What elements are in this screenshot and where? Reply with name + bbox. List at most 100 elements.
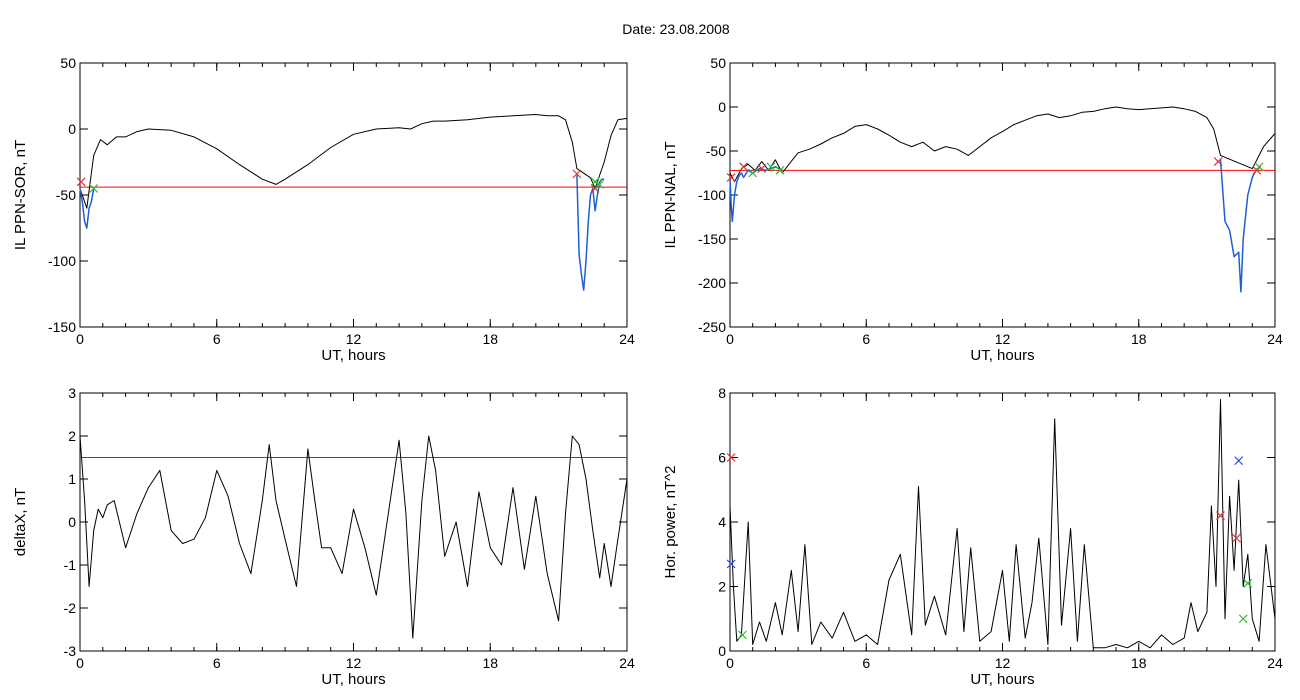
x-marker [726,172,736,182]
x-marker [572,169,582,179]
x-axis-label: UT, hours [321,347,385,364]
x-tick-label: 0 [726,655,734,671]
x-marker [1213,157,1223,166]
y-tick-label: 3 [68,385,76,401]
event-segment-line [576,175,605,291]
x-axis-label: UT, hours [970,347,1034,364]
y-tick-label: 2 [68,428,76,444]
x-marker-stroke [595,180,605,189]
x-tick-label: 24 [619,331,635,347]
x-tick-label: 24 [1267,331,1283,347]
x-marker-stroke [726,172,736,182]
y-tick-label: 6 [718,450,726,466]
y-tick-label: 0 [718,99,726,115]
event-segment-line [79,188,95,229]
x-marker [766,162,776,172]
x-marker-stroke [1231,533,1241,543]
panel-top-right: UT, hours IL PPN-NAL, nT 0 6 12 18 24 -250 -20… [662,55,1283,364]
x-marker-stroke [775,165,785,175]
y-tick-label: 4 [718,514,726,530]
y-axis-label: IL PPN-NAL, nT [662,142,679,249]
x-tick-label: 18 [482,331,498,347]
figure-title: Date: 23.08.2008 [622,21,730,37]
x-tick-label: 6 [213,331,221,347]
y-tick-label: 1 [68,471,76,487]
x-marker-stroke [89,183,99,193]
x-marker-stroke [757,164,767,174]
x-marker-stroke [739,162,749,172]
x-marker [1216,511,1225,520]
x-marker-stroke [738,630,747,640]
x-marker-stroke [1216,511,1225,520]
x-tick-label: 0 [76,655,84,671]
x-tick-label: 24 [1267,655,1283,671]
x-tick-label: 18 [482,655,498,671]
y-tick-label: -50 [56,187,76,203]
x-marker [1234,456,1244,466]
x-marker-stroke [726,559,736,569]
x-tick-label: 0 [726,331,734,347]
event-segment-line [1219,159,1258,293]
x-marker [738,630,747,640]
x-marker [1238,614,1248,624]
y-tick-label: -100 [48,253,76,269]
y-tick-label: -1 [64,557,77,573]
x-marker-stroke [748,168,758,178]
y-tick-label: -50 [706,143,726,159]
x-marker [1243,578,1253,588]
y-tick-label: 50 [710,55,726,71]
x-marker [726,453,736,462]
x-marker [726,559,736,569]
x-tick-label: 0 [76,331,84,347]
x-tick-label: 24 [619,655,635,671]
signal-line [79,435,628,639]
x-tick-label: 6 [862,331,870,347]
x-tick-label: 18 [1131,331,1147,347]
y-tick-label: -150 [48,319,76,335]
y-tick-label: 2 [718,579,726,595]
x-marker [89,183,99,193]
x-tick-label: 18 [1131,655,1147,671]
y-tick-label: 50 [60,55,76,71]
y-tick-label: -2 [64,600,77,616]
y-tick-label: -150 [698,231,726,247]
x-marker [739,162,749,172]
x-marker [1254,162,1264,172]
x-marker [595,180,605,189]
x-marker-stroke [726,453,736,462]
x-marker [590,177,600,187]
panel-top-left: UT, hours IL PPN-SOR, nT 0 6 12 18 24 -150 -10… [12,55,635,364]
x-axis-label: UT, hours [321,671,385,688]
x-tick-label: 12 [995,655,1011,671]
x-axis-label: UT, hours [970,671,1034,688]
y-tick-label: -100 [698,187,726,203]
plot-frame [79,62,628,328]
x-marker [775,165,785,175]
y-tick-label: -3 [64,643,77,659]
x-marker [757,164,767,174]
x-marker [1231,533,1241,543]
y-tick-label: -250 [698,319,726,335]
signal-line [79,114,628,209]
x-marker-stroke [1213,157,1223,166]
event-segment-line [729,166,783,223]
x-marker-stroke [766,162,776,172]
x-tick-label: 12 [346,655,362,671]
y-tick-label: 0 [68,514,76,530]
y-tick-label: 0 [718,643,726,659]
y-axis-label: deltaX, nT [12,488,29,556]
x-tick-label: 12 [346,331,362,347]
x-tick-label: 6 [213,655,221,671]
x-marker-stroke [1234,456,1244,466]
x-tick-label: 12 [995,331,1011,347]
x-marker-stroke [1238,614,1248,624]
signal-line [729,106,1276,183]
x-marker [76,177,86,187]
x-marker-stroke [1254,162,1264,172]
x-tick-label: 6 [862,655,870,671]
x-marker-stroke [76,177,86,187]
x-marker-stroke [572,169,582,179]
